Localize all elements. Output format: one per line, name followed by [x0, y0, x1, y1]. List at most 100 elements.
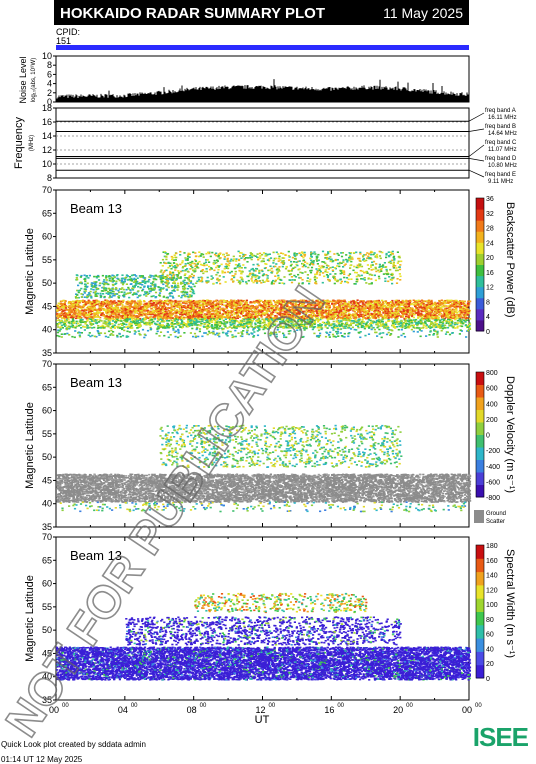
power-cell — [466, 305, 468, 307]
power-cell — [133, 306, 135, 308]
frequency-band-pointer — [469, 170, 484, 177]
power-cell — [420, 304, 422, 306]
power-cell — [339, 306, 341, 308]
power-cell — [384, 306, 386, 308]
power-cell — [72, 315, 74, 317]
power-cell — [375, 302, 377, 304]
power-cell — [140, 310, 142, 312]
power-cell — [65, 309, 67, 311]
power-cell — [65, 307, 67, 309]
power-cell — [341, 300, 343, 302]
power-cell — [366, 305, 368, 307]
power-cell — [101, 313, 103, 315]
power-cell — [434, 302, 436, 304]
power-cell — [359, 302, 361, 304]
power-cell — [167, 310, 169, 312]
power-cell — [466, 317, 468, 319]
power-cell — [261, 316, 263, 318]
power-cell — [444, 301, 446, 303]
power-cell — [114, 307, 116, 309]
power-cell — [162, 318, 164, 320]
power-cell — [435, 309, 437, 311]
power-cell — [173, 312, 175, 314]
power-cell — [180, 300, 182, 302]
power-cell — [463, 308, 465, 310]
power-cell — [442, 306, 444, 308]
power-cell — [65, 300, 67, 302]
power-cell — [452, 305, 454, 307]
power-cell — [332, 314, 334, 316]
power-cell — [345, 311, 347, 313]
power-cell — [225, 312, 227, 314]
power-cell — [203, 309, 205, 311]
power-cell — [100, 309, 102, 311]
power-cell — [342, 307, 344, 309]
power-cell — [444, 303, 446, 305]
power-cell — [219, 306, 221, 308]
power-cell — [340, 312, 342, 314]
power-cell — [210, 306, 212, 308]
frequency-unit: (MHz) — [29, 135, 35, 151]
power-cell — [177, 316, 179, 318]
power-cell — [175, 310, 177, 312]
power-cell — [138, 315, 140, 317]
power-cell — [85, 304, 87, 306]
power-cell — [462, 306, 464, 308]
noise-tick-label: 6 — [47, 69, 52, 79]
power-cell — [100, 314, 102, 316]
power-cell — [163, 302, 165, 304]
power-cell — [426, 307, 428, 309]
power-cell — [182, 309, 184, 311]
power-cell — [62, 314, 64, 316]
power-cell — [465, 307, 467, 309]
power-cell — [246, 307, 248, 309]
power-cell — [256, 302, 258, 304]
power-cell — [457, 326, 459, 328]
power-cell — [365, 302, 367, 304]
power-cell — [413, 310, 415, 312]
power-cell — [145, 313, 147, 315]
power-cell — [67, 316, 69, 318]
power-cell — [136, 315, 138, 317]
power-cell — [193, 306, 195, 308]
power-cell — [116, 310, 118, 312]
power-cell — [236, 309, 238, 311]
power-cell — [235, 304, 237, 306]
power-cell — [152, 307, 154, 309]
power-cell — [394, 312, 396, 314]
power-cell — [434, 314, 436, 316]
power-cell — [373, 311, 375, 313]
power-cell — [337, 308, 339, 310]
power-cell — [387, 311, 389, 313]
power-cell — [437, 310, 439, 312]
power-cell — [352, 300, 354, 302]
power-cell — [167, 303, 169, 305]
power-cell — [139, 304, 141, 306]
power-cell — [105, 306, 107, 308]
power-cell — [212, 307, 214, 309]
power-cell — [232, 300, 234, 302]
power-cell — [79, 311, 81, 313]
power-cell — [225, 300, 227, 302]
power-cell — [439, 300, 441, 302]
power-cell — [222, 316, 224, 318]
power-cell — [330, 317, 332, 319]
power-cell — [147, 305, 149, 307]
power-cell — [408, 306, 410, 308]
power-cell — [231, 314, 233, 316]
power-cell — [393, 304, 395, 306]
frequency-band-name: freq band C — [485, 140, 517, 146]
power-cell — [232, 305, 234, 307]
power-cell — [423, 307, 425, 309]
power-cell — [417, 309, 419, 311]
power-cell — [264, 304, 266, 306]
power-cell — [419, 315, 421, 317]
power-cell — [189, 303, 191, 305]
power-cell — [110, 300, 112, 302]
power-cell — [445, 305, 447, 307]
power-cell — [418, 300, 420, 302]
power-cell — [102, 308, 104, 310]
power-cell — [348, 315, 350, 317]
power-cell — [216, 309, 218, 311]
